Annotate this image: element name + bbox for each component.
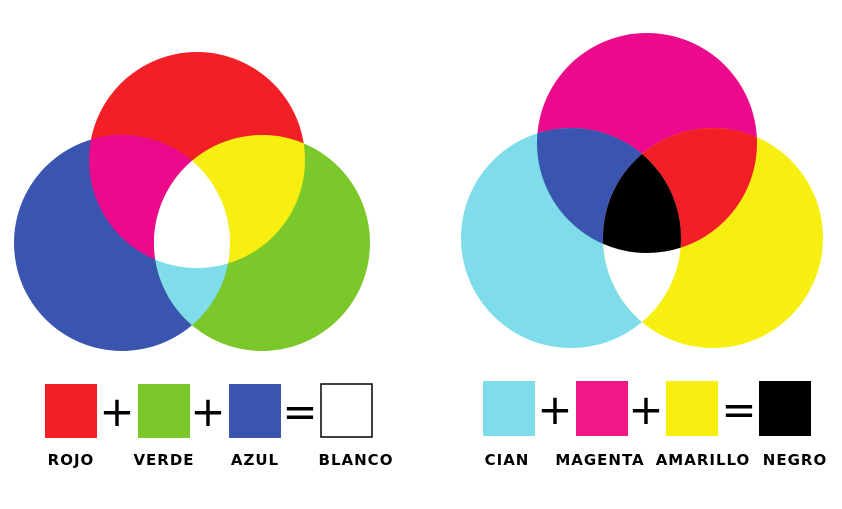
plus-sign: + xyxy=(190,387,225,436)
plus-sign: + xyxy=(537,385,572,434)
swatch-azul xyxy=(229,384,281,438)
rgb-equation: + + = ROJO VERDE AZUL BLANCO xyxy=(45,383,394,469)
label-amarillo: AMARILLO xyxy=(656,451,751,469)
swatch-magenta xyxy=(576,381,628,436)
swatch-cian xyxy=(483,381,535,436)
equals-sign: = xyxy=(282,387,317,436)
label-cian: CIAN xyxy=(485,451,530,469)
label-azul: AZUL xyxy=(231,451,279,469)
swatch-blanco xyxy=(320,383,373,438)
swatch-amarillo xyxy=(666,381,718,436)
plus-sign: + xyxy=(628,385,663,434)
swatch-negro xyxy=(759,381,811,436)
label-blanco: BLANCO xyxy=(319,451,394,469)
plus-sign: + xyxy=(99,387,134,436)
swatch-verde xyxy=(138,384,190,438)
label-verde: VERDE xyxy=(133,451,194,469)
cmy-equation: + + = CIAN MAGENTA AMARILLO NEGRO xyxy=(483,381,827,469)
label-rojo: ROJO xyxy=(48,451,95,469)
label-magenta: MAGENTA xyxy=(555,451,644,469)
swatch-rojo xyxy=(45,384,97,438)
equals-sign: = xyxy=(721,385,756,434)
label-negro: NEGRO xyxy=(763,451,827,469)
